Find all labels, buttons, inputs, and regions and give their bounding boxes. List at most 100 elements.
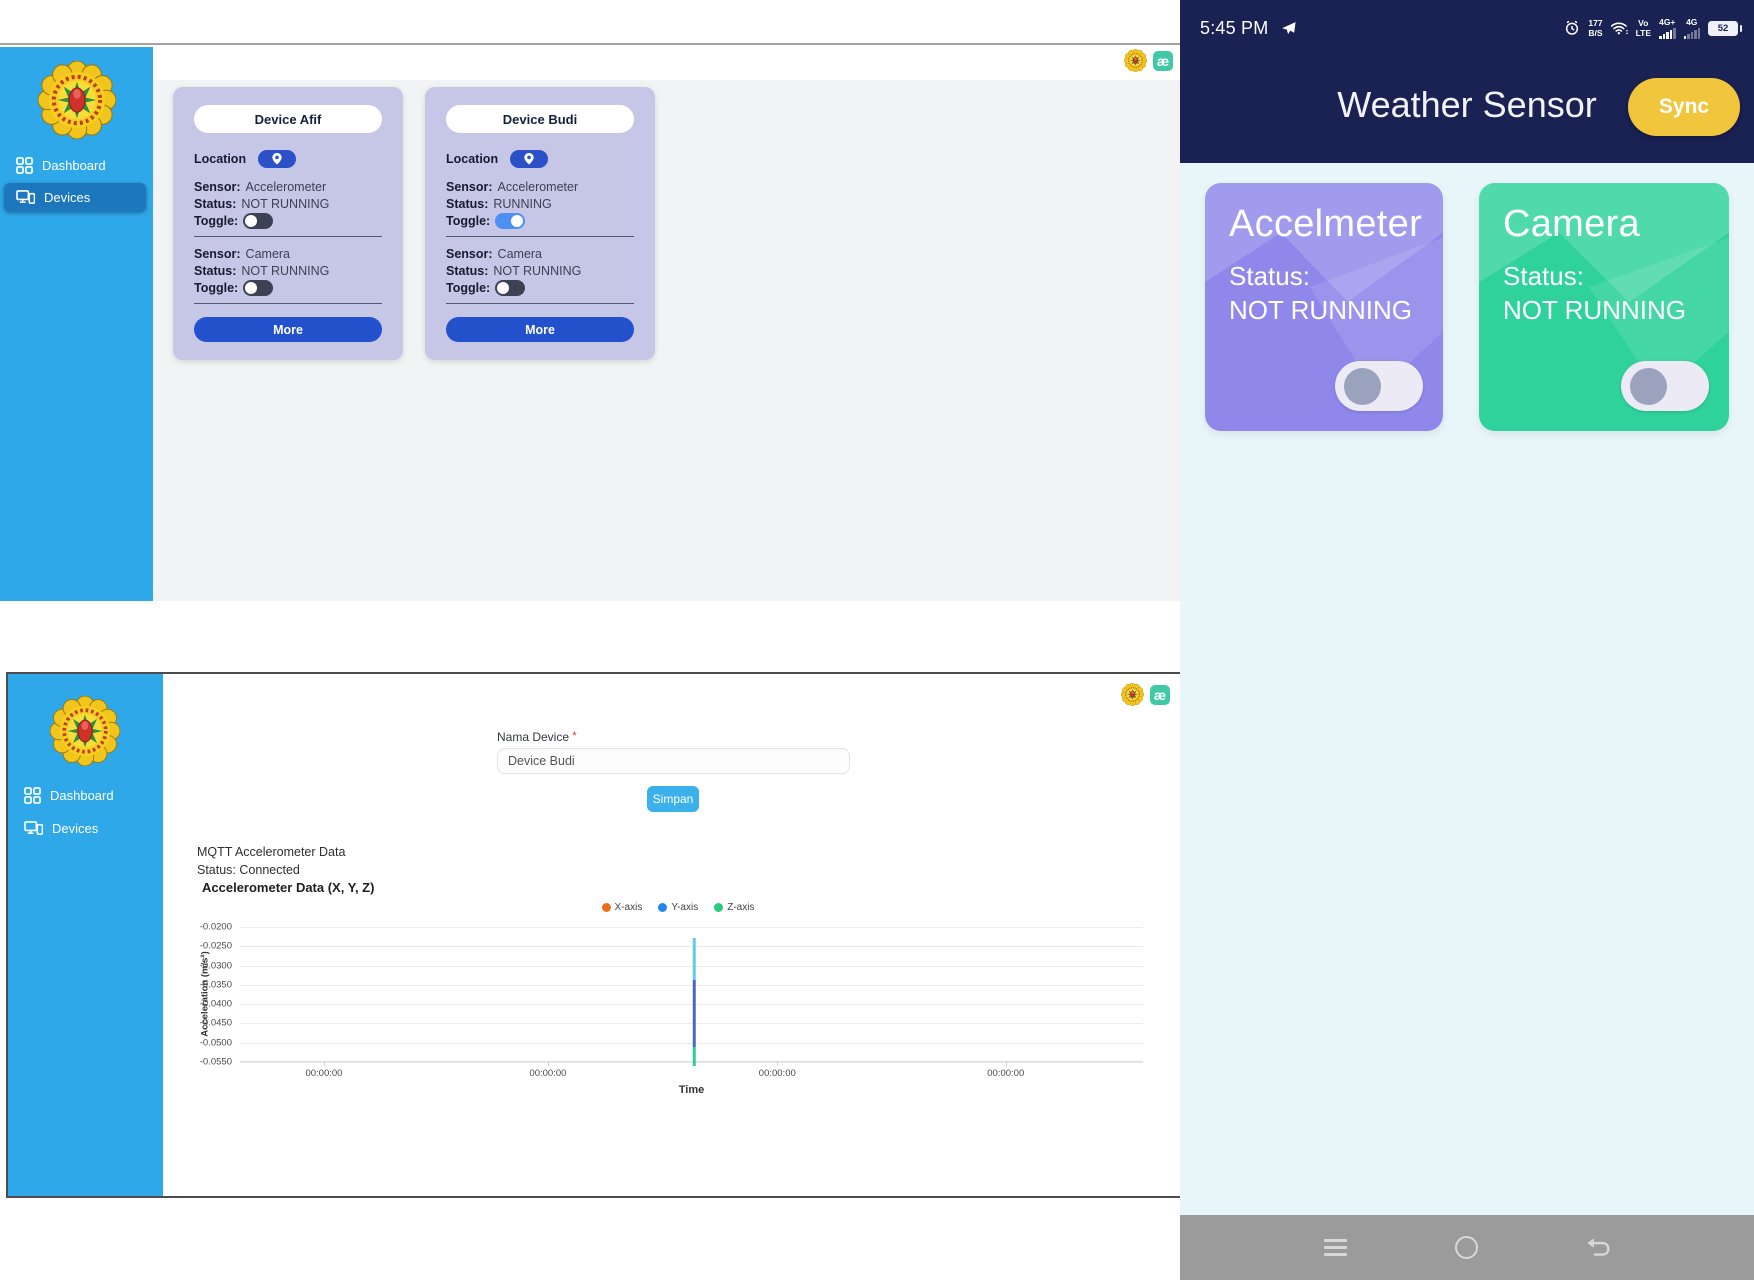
chart-x-tick-label: 00:00:00 — [987, 1068, 1025, 1079]
sidebar-item-label: Devices — [44, 190, 91, 205]
legend-item[interactable]: X-axis — [601, 902, 643, 913]
more-button[interactable]: More — [194, 317, 382, 342]
chart-x-tick-label: 00:00:00 — [305, 1068, 343, 1079]
chart-y-tick-label: -0.0350 — [199, 979, 232, 991]
devices-icon — [16, 190, 35, 204]
university-logo — [50, 696, 120, 766]
chart-gridline — [240, 1004, 1143, 1006]
status-value: RUNNING — [493, 196, 552, 211]
chart-x-tick-label: 00:00:00 — [529, 1068, 567, 1079]
volte-indicator: Vo LTE — [1635, 18, 1651, 38]
chart-y-tick-label: -0.0400 — [199, 998, 232, 1010]
sensor-label: Sensor: — [194, 179, 241, 194]
sidebar-item-dashboard[interactable]: Dashboard — [4, 151, 146, 180]
toggle-label: Toggle: — [194, 213, 239, 228]
status-label: Status: — [194, 196, 237, 211]
legend-dot — [601, 903, 611, 912]
status-label: Status: — [446, 196, 489, 211]
sidebar-item-devices[interactable]: Devices — [12, 814, 154, 843]
chart-y-tick-label: -0.0550 — [199, 1056, 232, 1068]
browser-extension-icons: æ — [1124, 49, 1173, 72]
sensor-toggle[interactable] — [243, 212, 274, 229]
sensor-value: Accelerometer — [497, 179, 579, 194]
wifi-icon — [1610, 22, 1628, 35]
back-arrow-icon — [1587, 1238, 1610, 1256]
chart-x-tick — [323, 1062, 325, 1066]
dashboard-icon — [16, 157, 33, 174]
university-logo — [38, 61, 116, 139]
chart-y-tick-label: -0.0250 — [199, 940, 232, 952]
home-button[interactable] — [1452, 1233, 1482, 1263]
more-button[interactable]: More — [446, 317, 634, 342]
save-button[interactable]: Simpan — [647, 786, 699, 812]
device-name: Device Budi — [446, 105, 634, 133]
location-button[interactable] — [510, 150, 549, 168]
ae-extension-icon[interactable]: æ — [1150, 684, 1170, 705]
ae-extension-icon[interactable]: æ — [1153, 50, 1173, 71]
alarm-clock-icon — [1566, 20, 1579, 35]
chart-y-tick-label: -0.0200 — [199, 921, 232, 933]
mobile-app-panel: 5:45 PM 177 B/S — [1180, 0, 1754, 1280]
location-button[interactable] — [258, 150, 297, 168]
chart-gridline — [240, 1062, 1143, 1063]
mqtt-status: Status: Connected — [197, 863, 300, 877]
sim2-signal-indicator: 4G — [1683, 17, 1700, 39]
device-name-input[interactable] — [497, 748, 850, 774]
divider — [194, 303, 382, 304]
network-speed-indicator: 177 B/S — [1588, 18, 1603, 38]
device-card-budi: Device Budi Location Sensor: Acceleromet… — [425, 87, 655, 360]
sensor-value: Camera — [245, 246, 291, 261]
location-pin-icon — [524, 153, 534, 165]
chart-x-tick-label: 00:00:00 — [758, 1068, 796, 1079]
back-button[interactable] — [1583, 1233, 1613, 1263]
legend-item[interactable]: Z-axis — [714, 902, 754, 913]
chart-spike-segment — [692, 1046, 696, 1066]
university-logo-icon[interactable] — [1121, 683, 1144, 706]
sensor-toggle[interactable] — [495, 212, 526, 229]
sidebar-item-devices[interactable]: Devices — [4, 183, 146, 212]
card-title: Accelmeter — [1229, 203, 1423, 245]
mqtt-title: MQTT Accelerometer Data — [197, 845, 346, 859]
battery-indicator: 52 — [1708, 20, 1742, 36]
card-status: Status: NOT RUNNING — [1229, 261, 1412, 325]
device-name-label: Nama Device * — [497, 730, 577, 744]
chart-legend: X-axis Y-axis Z-axis — [553, 902, 803, 913]
card-title: Camera — [1503, 203, 1640, 245]
status-bar: 5:45 PM 177 B/S — [1180, 0, 1754, 56]
status-label: Status: — [194, 263, 237, 278]
university-logo-icon[interactable] — [1124, 49, 1147, 72]
telegram-paper-plane-icon — [1282, 21, 1297, 34]
divider — [194, 236, 382, 237]
browser-extension-icons: æ — [1121, 683, 1170, 706]
sync-button[interactable]: Sync — [1628, 78, 1740, 136]
card-status: Status: NOT RUNNING — [1503, 261, 1686, 325]
sim1-signal-indicator: 4G+ — [1659, 17, 1676, 39]
legend-label: X-axis — [614, 902, 643, 913]
chart-gridline — [240, 946, 1143, 948]
legend-item[interactable]: Y-axis — [658, 902, 698, 913]
recents-button[interactable] — [1321, 1233, 1351, 1263]
sensor-value: Camera — [497, 246, 543, 261]
accelerometer-card: Accelmeter Status: NOT RUNNING — [1205, 183, 1443, 431]
location-label: Location — [194, 152, 247, 166]
sensor-toggle[interactable] — [243, 279, 274, 296]
toggle-label: Toggle: — [194, 280, 239, 295]
chart-y-tick-label: -0.0450 — [199, 1017, 232, 1029]
chart-gridline — [240, 927, 1143, 928]
sensor-toggle[interactable] — [495, 279, 526, 296]
camera-toggle[interactable] — [1621, 361, 1709, 411]
app-title: Weather Sensor — [1337, 84, 1597, 125]
sidebar: Dashboard Devices — [0, 47, 153, 601]
accelerometer-toggle[interactable] — [1335, 361, 1423, 411]
sidebar-item-dashboard[interactable]: Dashboard — [12, 781, 154, 810]
chart-x-tick — [1005, 1062, 1007, 1066]
status-value: NOT RUNNING — [241, 263, 330, 278]
sidebar: Dashboard Devices — [8, 674, 163, 1196]
legend-label: Z-axis — [727, 902, 755, 913]
browser-top-strip — [0, 0, 1180, 45]
location-label: Location — [446, 152, 499, 166]
divider — [446, 303, 634, 304]
divider — [446, 236, 634, 237]
required-asterisk: * — [572, 730, 577, 742]
